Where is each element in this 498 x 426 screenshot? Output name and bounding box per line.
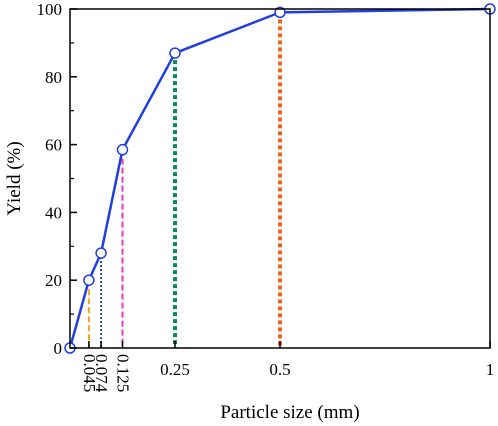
x-tick-label: 0.125 [114, 354, 133, 392]
y-axis-title: Yield (%) [4, 141, 25, 215]
series-line-0 [68, 7, 491, 349]
x-tick-label: 0.25 [160, 360, 190, 379]
data-point [116, 143, 129, 156]
y-tick-label: 20 [45, 271, 62, 290]
y-tick-label: 100 [37, 0, 63, 19]
plot-frame [69, 8, 491, 349]
series-markers [64, 3, 496, 354]
x-tick-label: 0.074 [92, 354, 111, 393]
data-point [169, 47, 181, 59]
y-tick-label: 40 [45, 203, 62, 222]
data-point [83, 274, 95, 286]
x-tick-label: 0.045 [80, 354, 99, 392]
y-tick-label: 0 [54, 339, 63, 358]
series-lines [68, 7, 491, 349]
x-tick-label: 1 [486, 360, 495, 379]
data-point [95, 247, 107, 259]
axes [69, 8, 491, 349]
x-axis-title: Particle size (mm) [220, 402, 359, 423]
reference-lines [87, 12, 282, 348]
data-point [274, 6, 286, 19]
y-tick-label: 60 [45, 136, 62, 155]
x-tick-label: 0.5 [269, 360, 290, 379]
y-tick-label: 80 [45, 68, 62, 87]
